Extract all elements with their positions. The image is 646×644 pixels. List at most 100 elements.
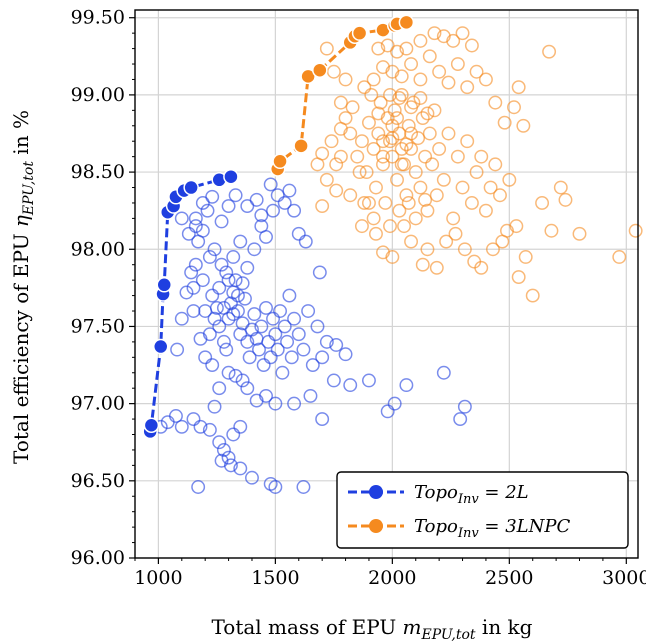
scatter-point [413,33,428,48]
scatter-point [238,291,252,306]
scatter-point [263,350,278,365]
scatter-point [333,149,348,164]
scatter-point [450,149,465,164]
scatter-point [525,288,540,303]
scatter-point [478,203,493,218]
scatter-point [509,219,524,234]
scatter-point [387,103,402,118]
scatter-point [469,64,484,79]
legend-entry-2l: TopoInv = 2L [348,482,529,507]
scatter-point [319,172,334,187]
scatter-point [469,165,484,180]
scatter-point [291,226,306,241]
scatter-point [226,250,241,264]
scatter-point [422,126,437,141]
scatter-point [230,288,245,303]
scatter-point [261,334,276,349]
scatter-point [357,196,372,210]
scatter-point [205,288,220,303]
scatter-point [453,412,468,427]
scatter-point [315,199,330,213]
scatter-point [249,192,264,207]
scatter-point [247,307,262,322]
scatter-point [212,381,227,396]
x-tick-label: 2500 [485,567,533,589]
scatter-point [392,203,407,218]
legend: TopoInv = 2L TopoInv = 3LNPC [336,471,629,549]
scatter-point [282,288,297,303]
scatter-point [380,404,395,419]
legend-box [336,471,629,549]
scatter-point [329,338,344,352]
scatter-point [394,157,409,172]
scatter-point [242,350,257,365]
scatter-point [483,180,498,195]
y-tick-label: 99.00 [71,84,125,106]
scatter-point [408,211,423,226]
scatter-point [404,100,419,115]
scatter-point [198,350,213,365]
scatter-point [228,188,243,203]
scatter-point [195,273,210,288]
scatter-point [216,334,231,349]
scatter-point [385,250,400,264]
legend-marker-2l [369,485,383,499]
x-axis-title: Total mass of EPU mEPU,tot in kg [212,615,533,643]
scatter-point [252,342,266,357]
scatter-point [256,358,271,372]
scatter-point [432,64,447,79]
scatter-point [280,334,295,349]
axis-ticks: 1000 1500 2000 2500 3000 96.00 96.50 97.00 97.50… [71,7,646,589]
scatter-point [329,183,344,198]
scatter-point [558,192,573,207]
scatter-point [310,319,325,334]
scatter-point [369,226,383,241]
scatter-point [404,57,419,71]
scatter-point [240,334,255,349]
scatter-point [245,470,259,485]
scatter-point [233,419,248,434]
scatter-point [219,265,234,280]
scatter-point [488,157,503,172]
scatter-point [420,203,435,218]
scatter-point [422,49,437,64]
scatter-point [408,165,423,180]
scatter-point [160,415,175,430]
x-tick-label: 3000 [602,567,646,589]
scatter-point [254,319,269,334]
scatter-point [270,188,285,203]
scatter-point [441,126,456,141]
scatter-point [221,365,236,380]
scatter-point [186,304,201,318]
scatter-point [485,242,500,257]
scatter-point [383,219,397,234]
scatter-point [464,38,479,53]
scatter-point [371,126,386,141]
scatter-point [202,250,217,264]
plot-frame [134,9,639,559]
scatter-point [457,399,472,414]
scatter-point [392,91,407,105]
scatter-point [184,265,199,280]
pareto-point [152,338,169,355]
scatter-point [303,388,318,403]
scatter-point [380,38,395,53]
pareto-point [312,62,328,78]
pareto-point [293,138,309,154]
scatter-point [266,311,280,326]
scatter-point [448,226,463,241]
legend-label-3lnpc: TopoInv = 3LNPC [414,516,570,541]
scatter-point [383,134,397,149]
scatter-point [399,41,414,56]
scatter-point [326,373,341,388]
scatter-points [153,26,643,494]
scatter-point [385,149,400,164]
scatter-point [207,242,222,257]
y-tick-label: 96.50 [71,470,125,492]
scatter-point [174,311,189,326]
scatter-point [343,188,358,203]
scatter-point [223,296,238,311]
scatter-point [369,180,383,195]
scatter-point [188,257,203,272]
scatter-point [436,365,451,380]
